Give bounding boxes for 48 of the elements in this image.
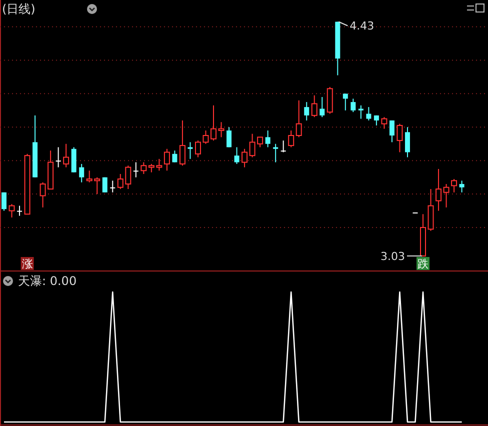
- candlestick: [358, 104, 364, 120]
- candlestick: [110, 180, 116, 193]
- candlestick: [459, 180, 464, 193]
- candlestick: [210, 104, 216, 142]
- candlestick: [226, 126, 232, 148]
- candlestick: [17, 205, 22, 216]
- candlestick: [188, 142, 193, 160]
- candlestick: [428, 188, 434, 232]
- candlestick: [218, 122, 224, 138]
- candlestick: [273, 143, 278, 163]
- candlestick: [102, 176, 108, 193]
- candlestick: [366, 106, 372, 121]
- candlestick: [133, 162, 138, 178]
- annotation: 3.03: [380, 250, 406, 263]
- candlestick: [381, 116, 388, 130]
- chart-title: (日线): [2, 2, 36, 16]
- chart-title: 天瀑: 0.00: [18, 274, 77, 288]
- candlestick: [172, 150, 178, 163]
- candlestick: [443, 184, 450, 208]
- candlestick: [304, 102, 310, 121]
- candlestick: [311, 94, 318, 118]
- candlestick: [140, 162, 147, 174]
- candlestick: [179, 120, 186, 166]
- candlestick: [56, 146, 61, 168]
- candlestick: [242, 148, 248, 168]
- candlestick: [436, 168, 442, 212]
- candlestick: [288, 130, 294, 148]
- candlestick: [234, 146, 240, 164]
- annotation: 涨: [22, 258, 33, 270]
- candlestick: [79, 163, 84, 183]
- candlestick: [63, 143, 70, 168]
- candlestick: [320, 96, 325, 118]
- candlestick: [342, 93, 348, 111]
- candlestick: [265, 130, 270, 148]
- candlestick: [451, 178, 458, 193]
- candlestick: [2, 192, 6, 212]
- candlestick: [8, 204, 15, 218]
- candlestick: [389, 120, 394, 143]
- candlestick: [280, 140, 286, 153]
- candlestick: [164, 148, 170, 172]
- candlestick: [396, 123, 403, 153]
- candlestick: [296, 100, 302, 138]
- annotation: 4.43: [350, 20, 374, 33]
- annotation: 跌: [418, 258, 429, 270]
- candlestick: [71, 146, 76, 173]
- candlestick: [350, 98, 356, 113]
- candlestick: [326, 86, 333, 114]
- candlestick: [404, 126, 410, 158]
